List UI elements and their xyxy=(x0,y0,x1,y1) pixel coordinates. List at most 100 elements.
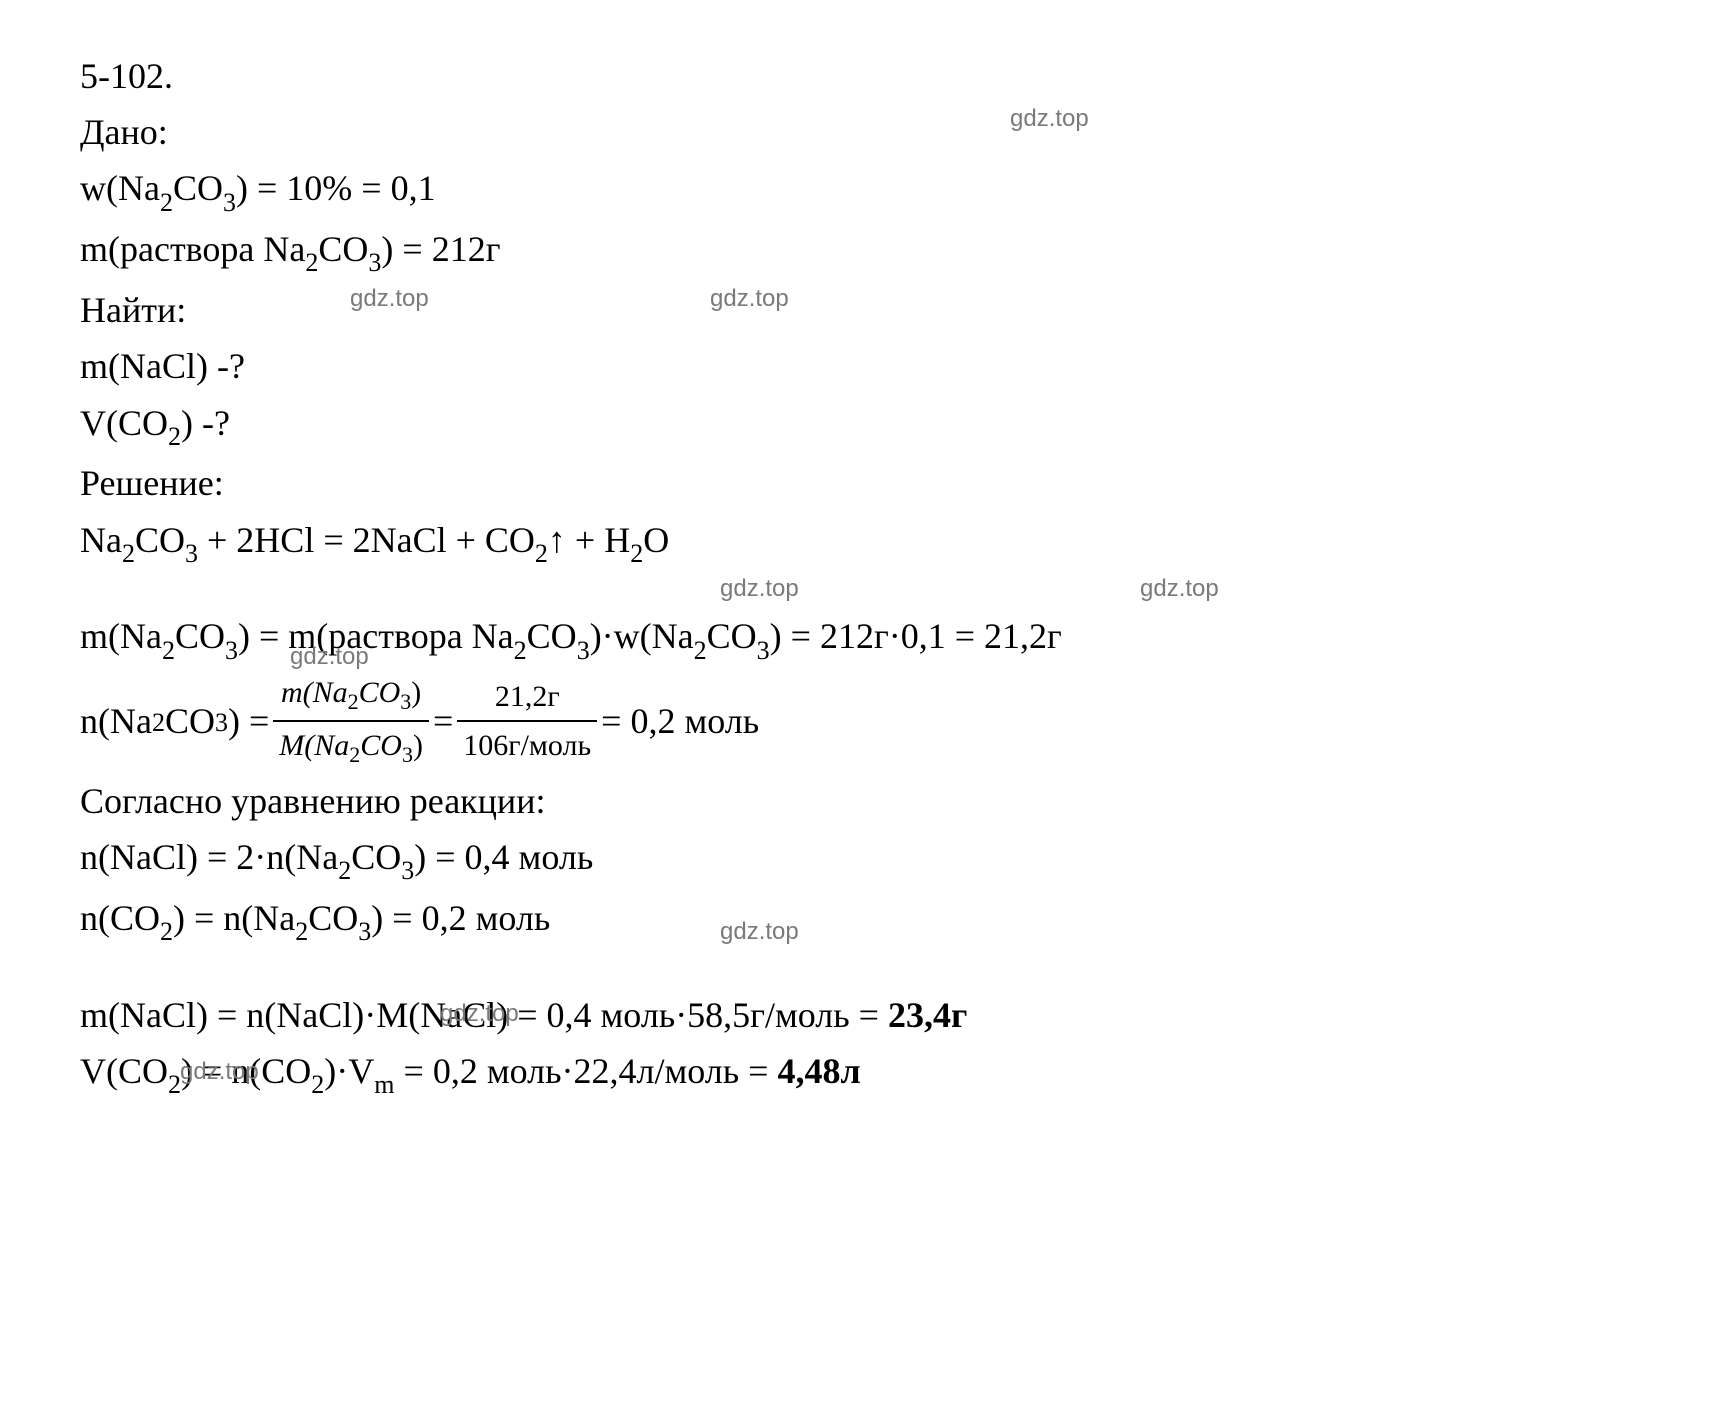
sub: 3 xyxy=(757,636,770,665)
text: = 0,2 моль·22,4л/моль = xyxy=(395,1051,778,1091)
watermark-text: gdz.top xyxy=(720,575,799,603)
sub: 2 xyxy=(514,636,527,665)
watermark-text: gdz.top xyxy=(350,285,429,313)
sub: 3 xyxy=(225,636,238,665)
sub: 3 xyxy=(185,539,198,568)
sub: 2 xyxy=(305,248,318,277)
sub: 3 xyxy=(215,704,228,742)
text: n(NaCl) = 2·n(Na xyxy=(80,837,338,877)
text: ) = 0,4 моль xyxy=(414,837,593,877)
text: ) = 10% = 0,1 xyxy=(236,168,436,208)
calc-line-3: n(NaCl) = 2·n(Na2CO3) = 0,4 моль xyxy=(80,831,1644,888)
problem-number: 5-102. xyxy=(80,50,1644,102)
text: CO xyxy=(318,229,368,269)
find-line-1: m(NaCl) -? xyxy=(80,340,1644,392)
find-line-2: V(CO2) -? xyxy=(80,397,1644,454)
numerator: 21,2г xyxy=(457,675,597,723)
text: ) = 0,2 моль xyxy=(371,898,550,938)
watermark-text: gdz.top xyxy=(290,643,369,671)
sub: 3 xyxy=(223,188,236,217)
text: V(CO xyxy=(80,1051,168,1091)
sub: 2 xyxy=(349,742,360,767)
find-label: Найти: xyxy=(80,284,1644,336)
fraction-1: m(Na2CO3) M(Na2CO3) xyxy=(273,671,429,771)
text: = xyxy=(433,695,453,747)
spacer xyxy=(80,953,1644,971)
text: CO xyxy=(175,616,225,656)
result-value: 4,48л xyxy=(777,1051,860,1091)
text: Na xyxy=(80,520,122,560)
text: CO xyxy=(308,898,358,938)
sub: 3 xyxy=(402,742,413,767)
text: O xyxy=(643,520,669,560)
text: )·w(Na xyxy=(590,616,694,656)
text: m(Na xyxy=(281,676,348,709)
text: w(Na xyxy=(80,168,160,208)
numerator: m(Na2CO3) xyxy=(273,671,429,722)
text: ) = n(Na xyxy=(173,898,295,938)
according-label: Согласно уравнению реакции: xyxy=(80,775,1644,827)
text: m(Na xyxy=(80,616,162,656)
result-value: 23,4г xyxy=(888,995,967,1035)
sub: 2 xyxy=(694,636,707,665)
sub: 2 xyxy=(630,539,643,568)
sub: 2 xyxy=(295,917,308,946)
calc-line-2: n(Na2CO3) = m(Na2CO3) M(Na2CO3) = 21,2г … xyxy=(80,671,1644,771)
text: CO xyxy=(351,837,401,877)
sub: 3 xyxy=(401,856,414,885)
solution-content: 5-102. Дано: w(Na2CO3) = 10% = 0,1 m(рас… xyxy=(80,50,1644,1102)
result-line-2: V(CO2) = n(CO2)·Vm = 0,2 моль·22,4л/моль… xyxy=(80,1045,1644,1102)
text: ) xyxy=(411,676,421,709)
given-line-1: w(Na2CO3) = 10% = 0,1 xyxy=(80,162,1644,219)
text: CO xyxy=(173,168,223,208)
text: ) = xyxy=(228,695,269,747)
equation-line: Na2CO3 + 2HCl = 2NaCl + CO2↑ + H2O xyxy=(80,514,1644,571)
denominator: 106г/моль xyxy=(457,722,597,768)
sub: 2 xyxy=(160,917,173,946)
sub: 2 xyxy=(152,704,165,742)
sub: 2 xyxy=(162,636,175,665)
sub: 2 xyxy=(122,539,135,568)
sub: 2 xyxy=(311,1070,324,1099)
text: M(Na xyxy=(279,729,349,762)
text: n(Na xyxy=(80,695,152,747)
text: ) = 212г xyxy=(381,229,500,269)
solution-label: Решение: xyxy=(80,457,1644,509)
text: = 0,2 моль xyxy=(601,695,759,747)
text: ) xyxy=(413,729,423,762)
sub: 2 xyxy=(160,188,173,217)
sub: 2 xyxy=(348,689,359,714)
spacer xyxy=(80,574,1644,592)
text: V(CO xyxy=(80,403,168,443)
text: ) = m(раствора Na xyxy=(238,616,514,656)
sub: 2 xyxy=(535,539,548,568)
text: CO xyxy=(135,520,185,560)
text: + 2HCl = 2NaCl + CO xyxy=(198,520,535,560)
watermark-text: gdz.top xyxy=(180,1058,259,1086)
sub: 2 xyxy=(168,422,181,451)
watermark-text: gdz.top xyxy=(1010,105,1089,133)
text: )·V xyxy=(324,1051,374,1091)
sub: 3 xyxy=(577,636,590,665)
watermark-text: gdz.top xyxy=(1140,575,1219,603)
text: CO xyxy=(707,616,757,656)
spacer xyxy=(80,971,1644,989)
denominator: M(Na2CO3) xyxy=(273,722,429,771)
sub: 3 xyxy=(368,248,381,277)
given-label: Дано: xyxy=(80,106,1644,158)
text: CO xyxy=(359,676,401,709)
sub: m xyxy=(374,1070,394,1099)
text: n(CO xyxy=(80,898,160,938)
text: ) -? xyxy=(181,403,230,443)
result-line-1: m(NaCl) = n(NaCl)·M(NaCl) = 0,4 моль·58,… xyxy=(80,989,1644,1041)
watermark-text: gdz.top xyxy=(440,1000,519,1028)
watermark-text: gdz.top xyxy=(710,285,789,313)
given-line-2: m(раствора Na2CO3) = 212г xyxy=(80,223,1644,280)
text: CO xyxy=(527,616,577,656)
watermark-text: gdz.top xyxy=(720,918,799,946)
text: ) = 212г·0,1 = 21,2г xyxy=(770,616,1062,656)
calc-line-4: n(CO2) = n(Na2CO3) = 0,2 моль xyxy=(80,892,1644,949)
sub: 2 xyxy=(338,856,351,885)
spacer xyxy=(80,592,1644,610)
text: CO xyxy=(165,695,215,747)
